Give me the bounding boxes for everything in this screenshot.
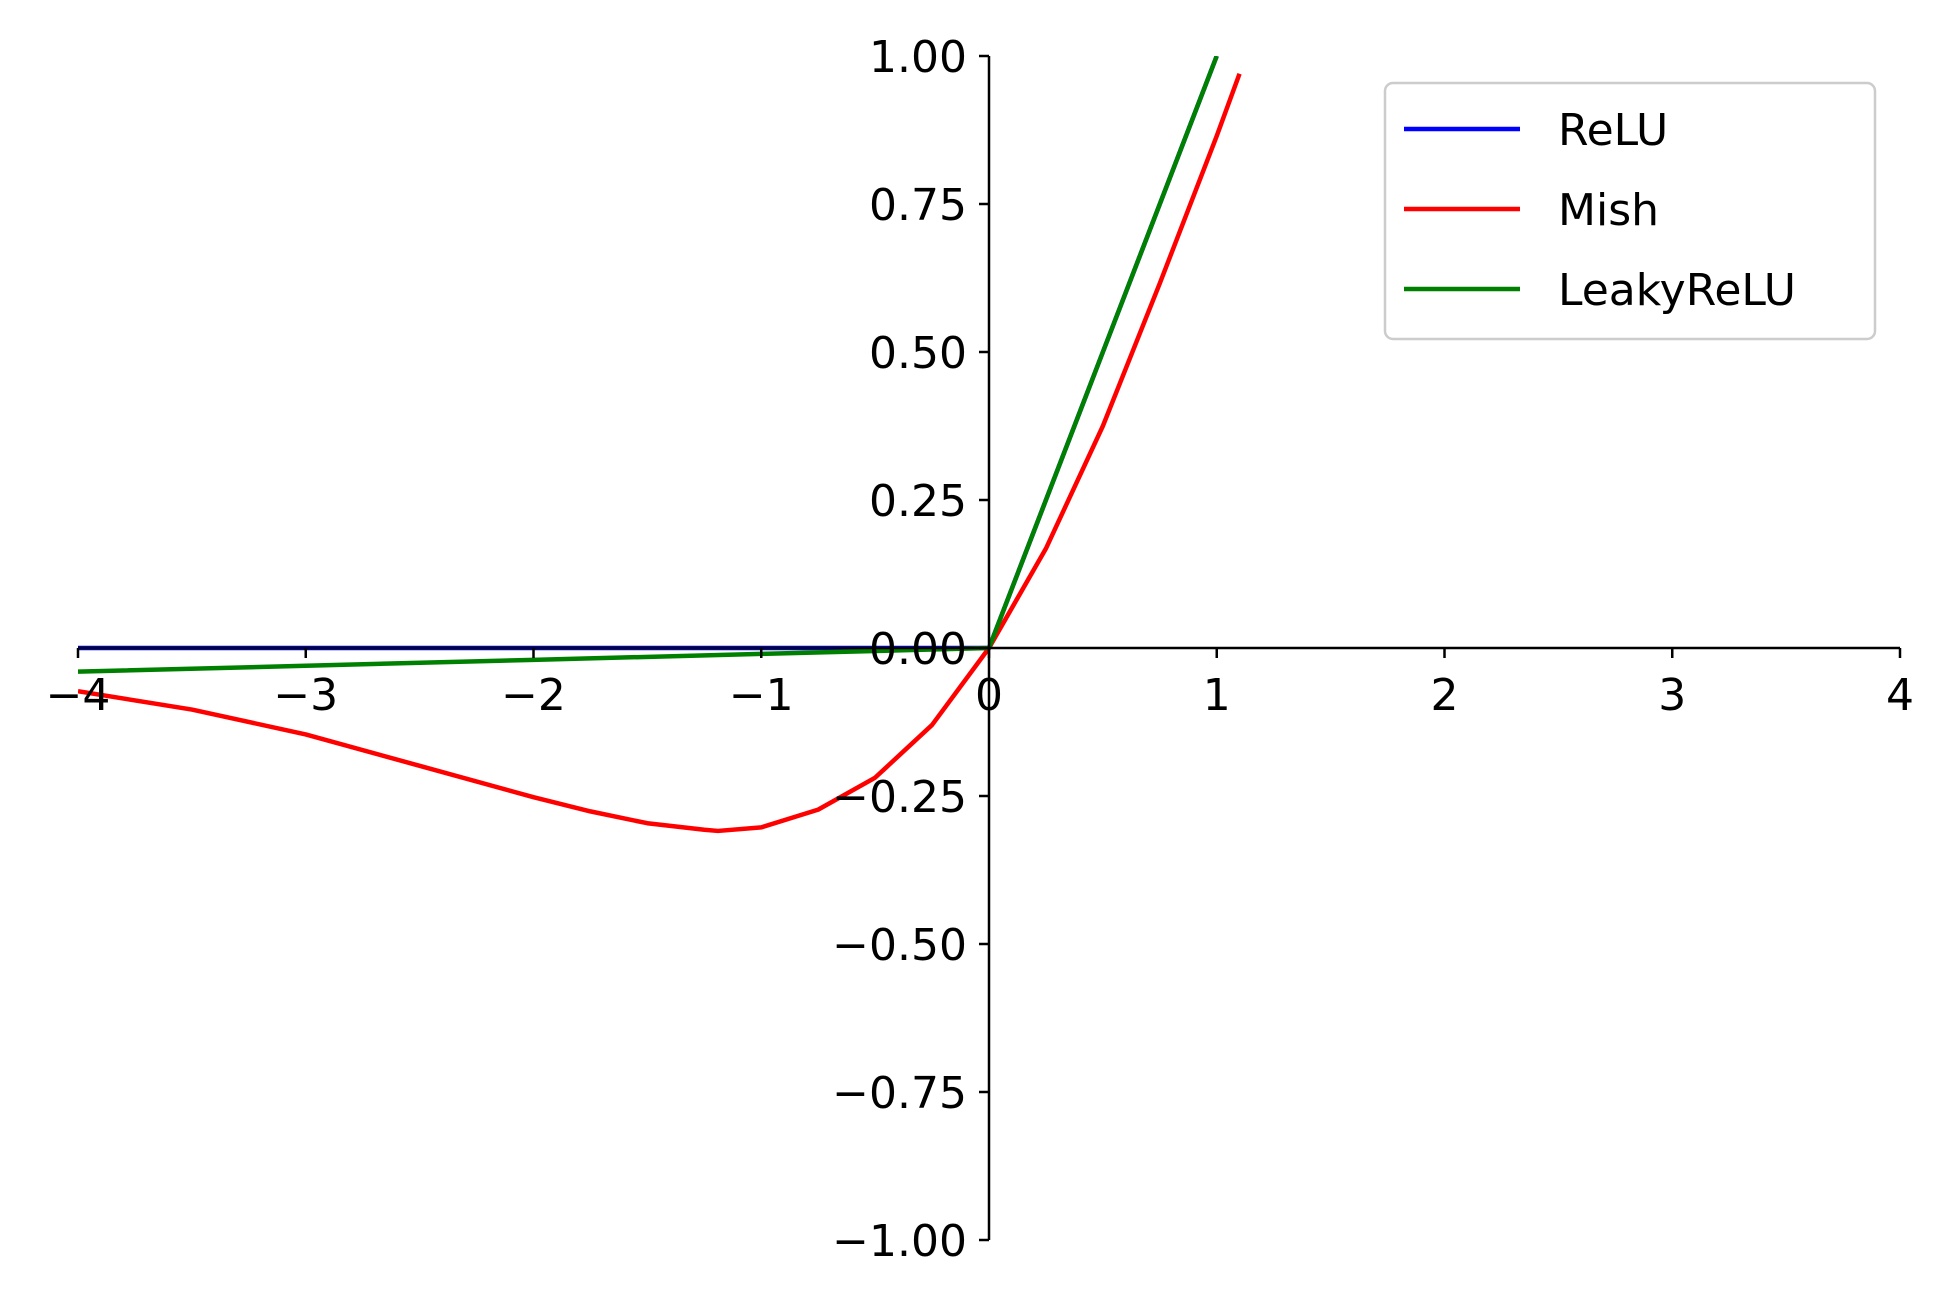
y-tick-label: −0.50 <box>832 920 967 971</box>
y-tick-label: 0.00 <box>869 624 967 675</box>
x-tick-label: −3 <box>273 670 338 721</box>
y-tick-label: −1.00 <box>832 1216 967 1267</box>
x-tick-label: 1 <box>1203 670 1231 721</box>
x-tick-label: 2 <box>1431 670 1459 721</box>
series-line-leakyrelu <box>78 56 1219 674</box>
legend-label-leakyrelu: LeakyReLU <box>1558 265 1796 316</box>
x-tick-label: −1 <box>729 670 794 721</box>
series-layer <box>78 56 1242 834</box>
x-tick-label: 3 <box>1658 670 1686 721</box>
legend-label-mish: Mish <box>1558 185 1659 236</box>
legend-label-relu: ReLU <box>1558 105 1668 156</box>
y-tick-label: 0.50 <box>869 328 967 379</box>
legend: ReLU Mish LeakyReLU <box>1383 81 1877 341</box>
y-tick-label: 0.25 <box>869 476 967 527</box>
y-tick-label: 0.75 <box>869 180 967 231</box>
ticks: −4 −3 −2 −1 0 1 2 3 4 1.00 0.75 0.50 0.25 0.00 −0.25 −0… <box>46 32 1914 1267</box>
series-line-relu <box>78 56 1219 651</box>
legend-frame <box>1383 81 1877 341</box>
y-tick-label: −0.75 <box>832 1068 967 1119</box>
y-tick-label: 1.00 <box>869 32 967 83</box>
x-tick-label: 4 <box>1886 670 1914 721</box>
x-tick-label: 0 <box>975 670 1003 721</box>
x-tick-label: −4 <box>46 670 111 721</box>
y-tick-label: −0.25 <box>832 772 967 823</box>
series-line-mish <box>78 72 1242 834</box>
x-tick-label: −2 <box>501 670 566 721</box>
